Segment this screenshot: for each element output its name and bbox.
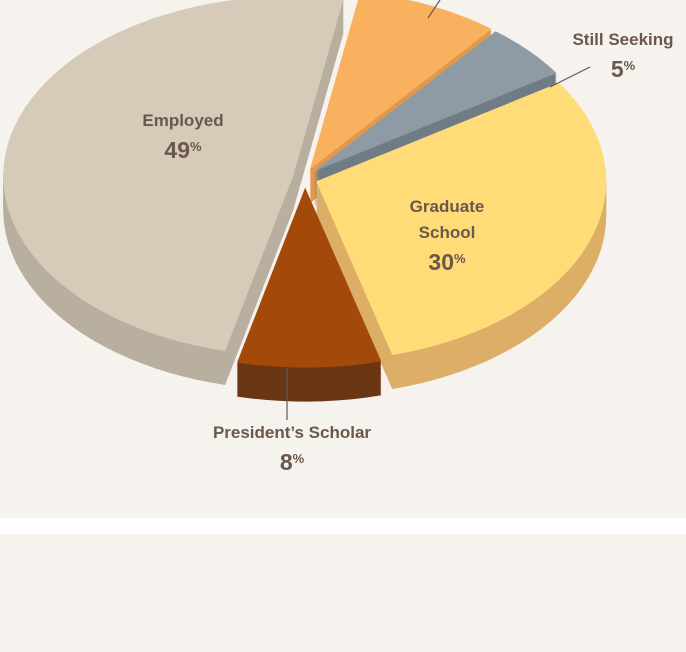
value-label: 5%	[611, 56, 636, 82]
leader-line	[549, 66, 591, 88]
value-number: 30	[428, 249, 454, 275]
pie	[3, 0, 607, 402]
value-number: 8	[280, 449, 293, 475]
slice-label-line: President’s Scholar	[213, 423, 371, 442]
slice	[313, 31, 557, 172]
divider	[0, 518, 686, 534]
value-number: 49	[164, 137, 190, 163]
value-percent: %	[624, 58, 636, 73]
slice-label-line: Graduate	[410, 197, 485, 216]
slice-label: President’s Scholar	[213, 423, 371, 442]
value-label: 49%	[164, 137, 202, 163]
slice	[316, 82, 607, 356]
slice-label: Employed	[142, 111, 223, 130]
slice-label-line: Employed	[142, 111, 223, 130]
leader-line	[427, 0, 441, 19]
value-label: 30%	[428, 249, 466, 275]
slice-label: Graduate School	[410, 197, 485, 242]
slice	[309, 0, 492, 170]
slice-label: Still Seeking	[572, 30, 673, 49]
slice	[3, 0, 344, 351]
value-label: 8%	[280, 449, 305, 475]
slice	[237, 187, 382, 368]
value-percent: %	[293, 451, 305, 466]
slice-label-line: Still Seeking	[572, 30, 673, 49]
slice-label-line: School	[419, 223, 476, 242]
value-percent: %	[190, 139, 202, 154]
value-percent: %	[454, 251, 466, 266]
value-number: 5	[611, 56, 624, 82]
